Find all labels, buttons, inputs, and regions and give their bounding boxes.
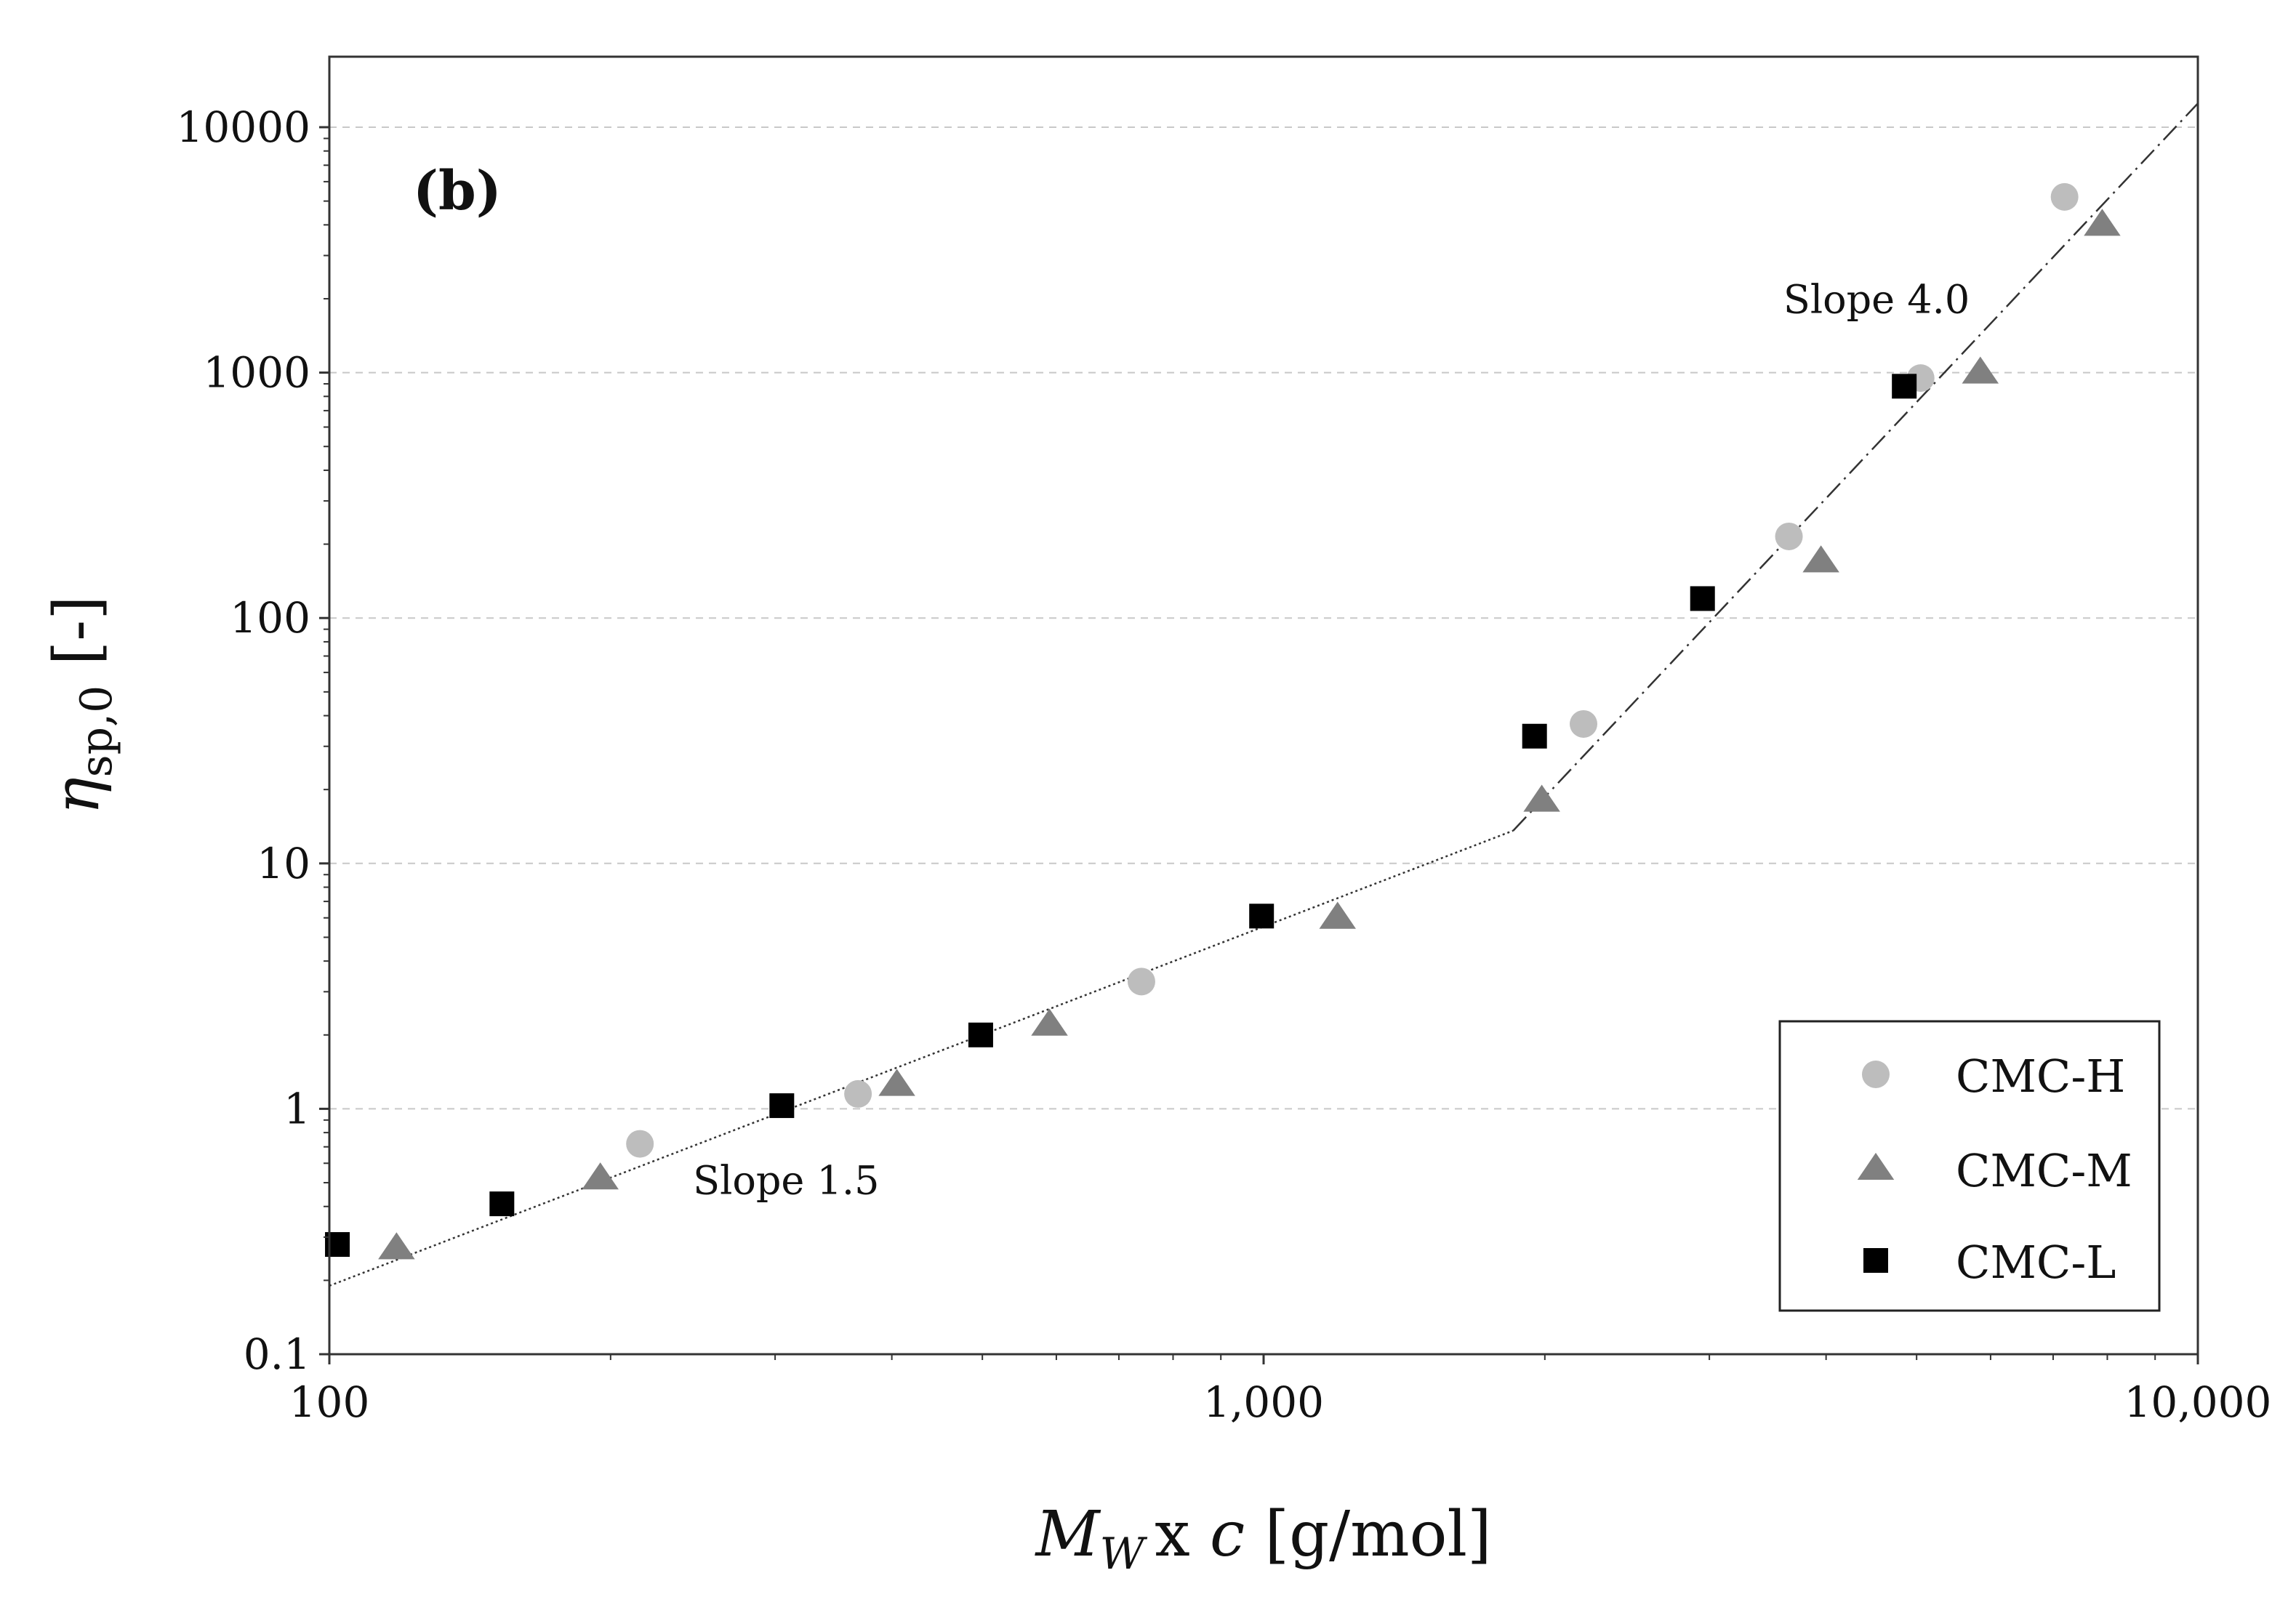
point-cmc-m (1523, 784, 1560, 812)
y-tick-label: 0.1 (244, 1330, 310, 1379)
legend-label: CMC-L (1956, 1236, 2116, 1289)
fit-line-slope-1.5 (329, 829, 1514, 1287)
point-cmc-l (1892, 374, 1917, 399)
panel-label: (b) (413, 160, 502, 222)
point-cmc-m (378, 1232, 415, 1260)
series-CMC-H (626, 182, 2079, 1158)
point-cmc-l (1522, 723, 1547, 749)
y-tick-label: 10 (257, 839, 310, 888)
point-cmc-h (1570, 709, 1598, 738)
x-axis-subscript: W (1100, 1529, 1148, 1580)
point-cmc-l (1690, 586, 1715, 611)
legend: CMC-H CMC-M CMC-L (1778, 1020, 2161, 1312)
y-axis-subscript: sp,0 (71, 685, 122, 777)
legend-label: CMC-H (1956, 1050, 2125, 1103)
legend-box (1778, 1020, 2161, 1312)
fit-lines (329, 102, 2199, 1287)
point-cmc-h (1127, 968, 1155, 996)
y-tick-label: 1 (284, 1084, 310, 1133)
point-cmc-h (1775, 522, 1803, 550)
point-cmc-h (2050, 182, 2079, 211)
point-cmc-h (626, 1130, 654, 1158)
legend-marker-cmc-h (1862, 1061, 1890, 1088)
y-axis-unit: [-] (41, 595, 113, 685)
point-cmc-l (968, 1022, 993, 1047)
point-cmc-m (1319, 901, 1356, 929)
point-cmc-m (878, 1069, 915, 1096)
annotations: Slope 1.5 Slope 4.0 (693, 277, 1970, 1204)
x-axis-symbol: M (1034, 1498, 1101, 1571)
x-axis-title: MW x c [g/mol] (1034, 1498, 1491, 1580)
y-axis-symbol: η (41, 777, 113, 815)
slope-annotation: Slope 4.0 (1783, 277, 1970, 323)
x-axis-rest: x (1155, 1498, 1210, 1571)
point-cmc-l (489, 1191, 515, 1217)
y-tick-label: 1000 (203, 348, 310, 398)
x-axis-variable: c (1210, 1498, 1245, 1571)
x-tick-label: 1,000 (1203, 1377, 1324, 1427)
axis-ticks: 0.1 1 10 100 1000 10000 100 1,000 10,000 (176, 102, 2271, 1427)
legend-marker-cmc-l (1863, 1248, 1888, 1273)
point-cmc-h (844, 1079, 872, 1108)
point-cmc-m (1802, 545, 1839, 573)
series-CMC-L (325, 374, 1917, 1258)
fit-line-slope-4 (1512, 102, 2199, 832)
point-cmc-l (769, 1093, 795, 1119)
legend-entries: CMC-H CMC-M CMC-L (1857, 1050, 2132, 1289)
legend-label: CMC-M (1956, 1144, 2132, 1197)
point-cmc-m (1962, 356, 1999, 384)
data-points (325, 182, 2121, 1260)
x-tick-label: 10,000 (2124, 1377, 2272, 1427)
legend-marker-cmc-m (1857, 1152, 1895, 1180)
grid-lines (329, 126, 2198, 1110)
series-CMC-M (378, 209, 2121, 1260)
point-cmc-m (2084, 209, 2121, 236)
point-cmc-m (582, 1162, 619, 1190)
y-tick-label: 10000 (176, 102, 310, 152)
slope-annotation: Slope 1.5 (693, 1157, 879, 1203)
y-axis-title: ηsp,0 [-] (41, 595, 122, 814)
y-tick-label: 100 (230, 593, 310, 643)
x-axis-unit: [g/mol] (1245, 1498, 1491, 1571)
x-tick-label: 100 (289, 1377, 370, 1427)
point-cmc-m (1031, 1008, 1068, 1036)
point-cmc-l (1249, 904, 1275, 929)
